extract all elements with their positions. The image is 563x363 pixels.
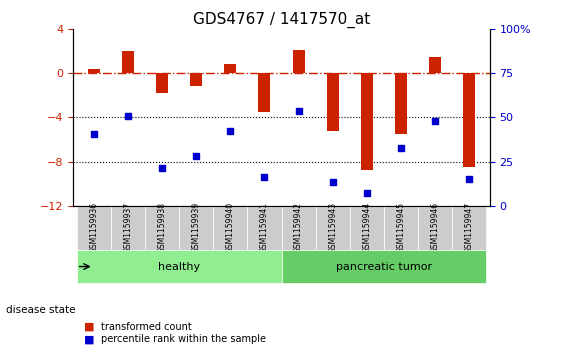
Point [363, 189, 372, 195]
Bar [429, 57, 441, 73]
Text: disease state: disease state [6, 305, 75, 315]
Point [123, 113, 132, 119]
Bar [327, 73, 339, 131]
Title: GDS4767 / 1417570_at: GDS4767 / 1417570_at [193, 12, 370, 28]
Bar [88, 69, 100, 73]
Point [328, 179, 337, 184]
Bar [190, 73, 202, 86]
Point [396, 146, 405, 151]
Text: GSM1159942: GSM1159942 [294, 203, 303, 253]
Text: GSM1159941: GSM1159941 [260, 203, 269, 253]
Bar [395, 73, 407, 134]
Bar [293, 50, 305, 73]
Bar [258, 73, 270, 112]
Bar [224, 64, 236, 73]
Bar [463, 73, 475, 167]
Text: percentile rank within the sample: percentile rank within the sample [101, 334, 266, 344]
Point [465, 176, 474, 182]
FancyBboxPatch shape [418, 206, 452, 250]
FancyBboxPatch shape [350, 206, 384, 250]
Text: GSM1159943: GSM1159943 [328, 202, 337, 253]
Text: GSM1159947: GSM1159947 [465, 202, 474, 253]
FancyBboxPatch shape [145, 206, 179, 250]
Point [260, 174, 269, 180]
FancyBboxPatch shape [77, 206, 111, 250]
Point [226, 128, 235, 134]
FancyBboxPatch shape [247, 206, 282, 250]
Text: transformed count: transformed count [101, 322, 192, 332]
Point [294, 108, 303, 114]
Bar [156, 73, 168, 93]
Text: GSM1159946: GSM1159946 [431, 202, 440, 253]
Text: GSM1159944: GSM1159944 [363, 202, 372, 253]
Text: GSM1159936: GSM1159936 [89, 202, 98, 253]
Text: pancreatic tumor: pancreatic tumor [336, 262, 432, 272]
Point [89, 131, 98, 137]
Bar [361, 73, 373, 171]
FancyBboxPatch shape [384, 206, 418, 250]
Text: GSM1159940: GSM1159940 [226, 202, 235, 253]
Text: GSM1159938: GSM1159938 [158, 203, 167, 253]
Text: GSM1159939: GSM1159939 [191, 202, 200, 253]
Text: ■: ■ [84, 334, 95, 344]
FancyBboxPatch shape [213, 206, 247, 250]
FancyBboxPatch shape [282, 250, 486, 283]
Text: GSM1159945: GSM1159945 [396, 202, 405, 253]
FancyBboxPatch shape [452, 206, 486, 250]
Point [191, 153, 200, 159]
FancyBboxPatch shape [77, 250, 282, 283]
FancyBboxPatch shape [282, 206, 316, 250]
Point [431, 118, 440, 124]
Bar [122, 51, 134, 73]
FancyBboxPatch shape [111, 206, 145, 250]
FancyBboxPatch shape [316, 206, 350, 250]
FancyBboxPatch shape [179, 206, 213, 250]
Text: GSM1159937: GSM1159937 [123, 202, 132, 253]
Text: ■: ■ [84, 322, 95, 332]
Text: healthy: healthy [158, 262, 200, 272]
Point [158, 165, 167, 171]
